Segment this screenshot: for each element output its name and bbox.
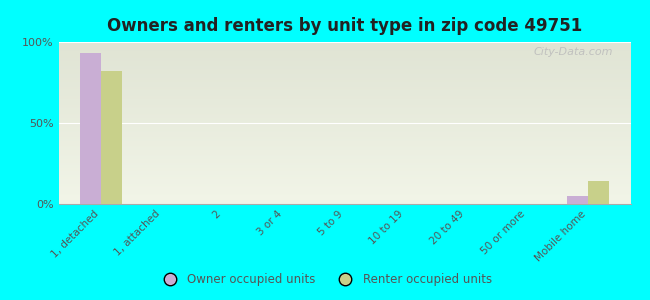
Bar [80,53,101,204]
Bar [567,196,588,204]
Bar [101,71,122,204]
Text: City-Data.com: City-Data.com [534,47,614,57]
Bar [588,181,609,204]
Title: Owners and renters by unit type in zip code 49751: Owners and renters by unit type in zip c… [107,17,582,35]
Legend: Owner occupied units, Renter occupied units: Owner occupied units, Renter occupied un… [153,269,497,291]
